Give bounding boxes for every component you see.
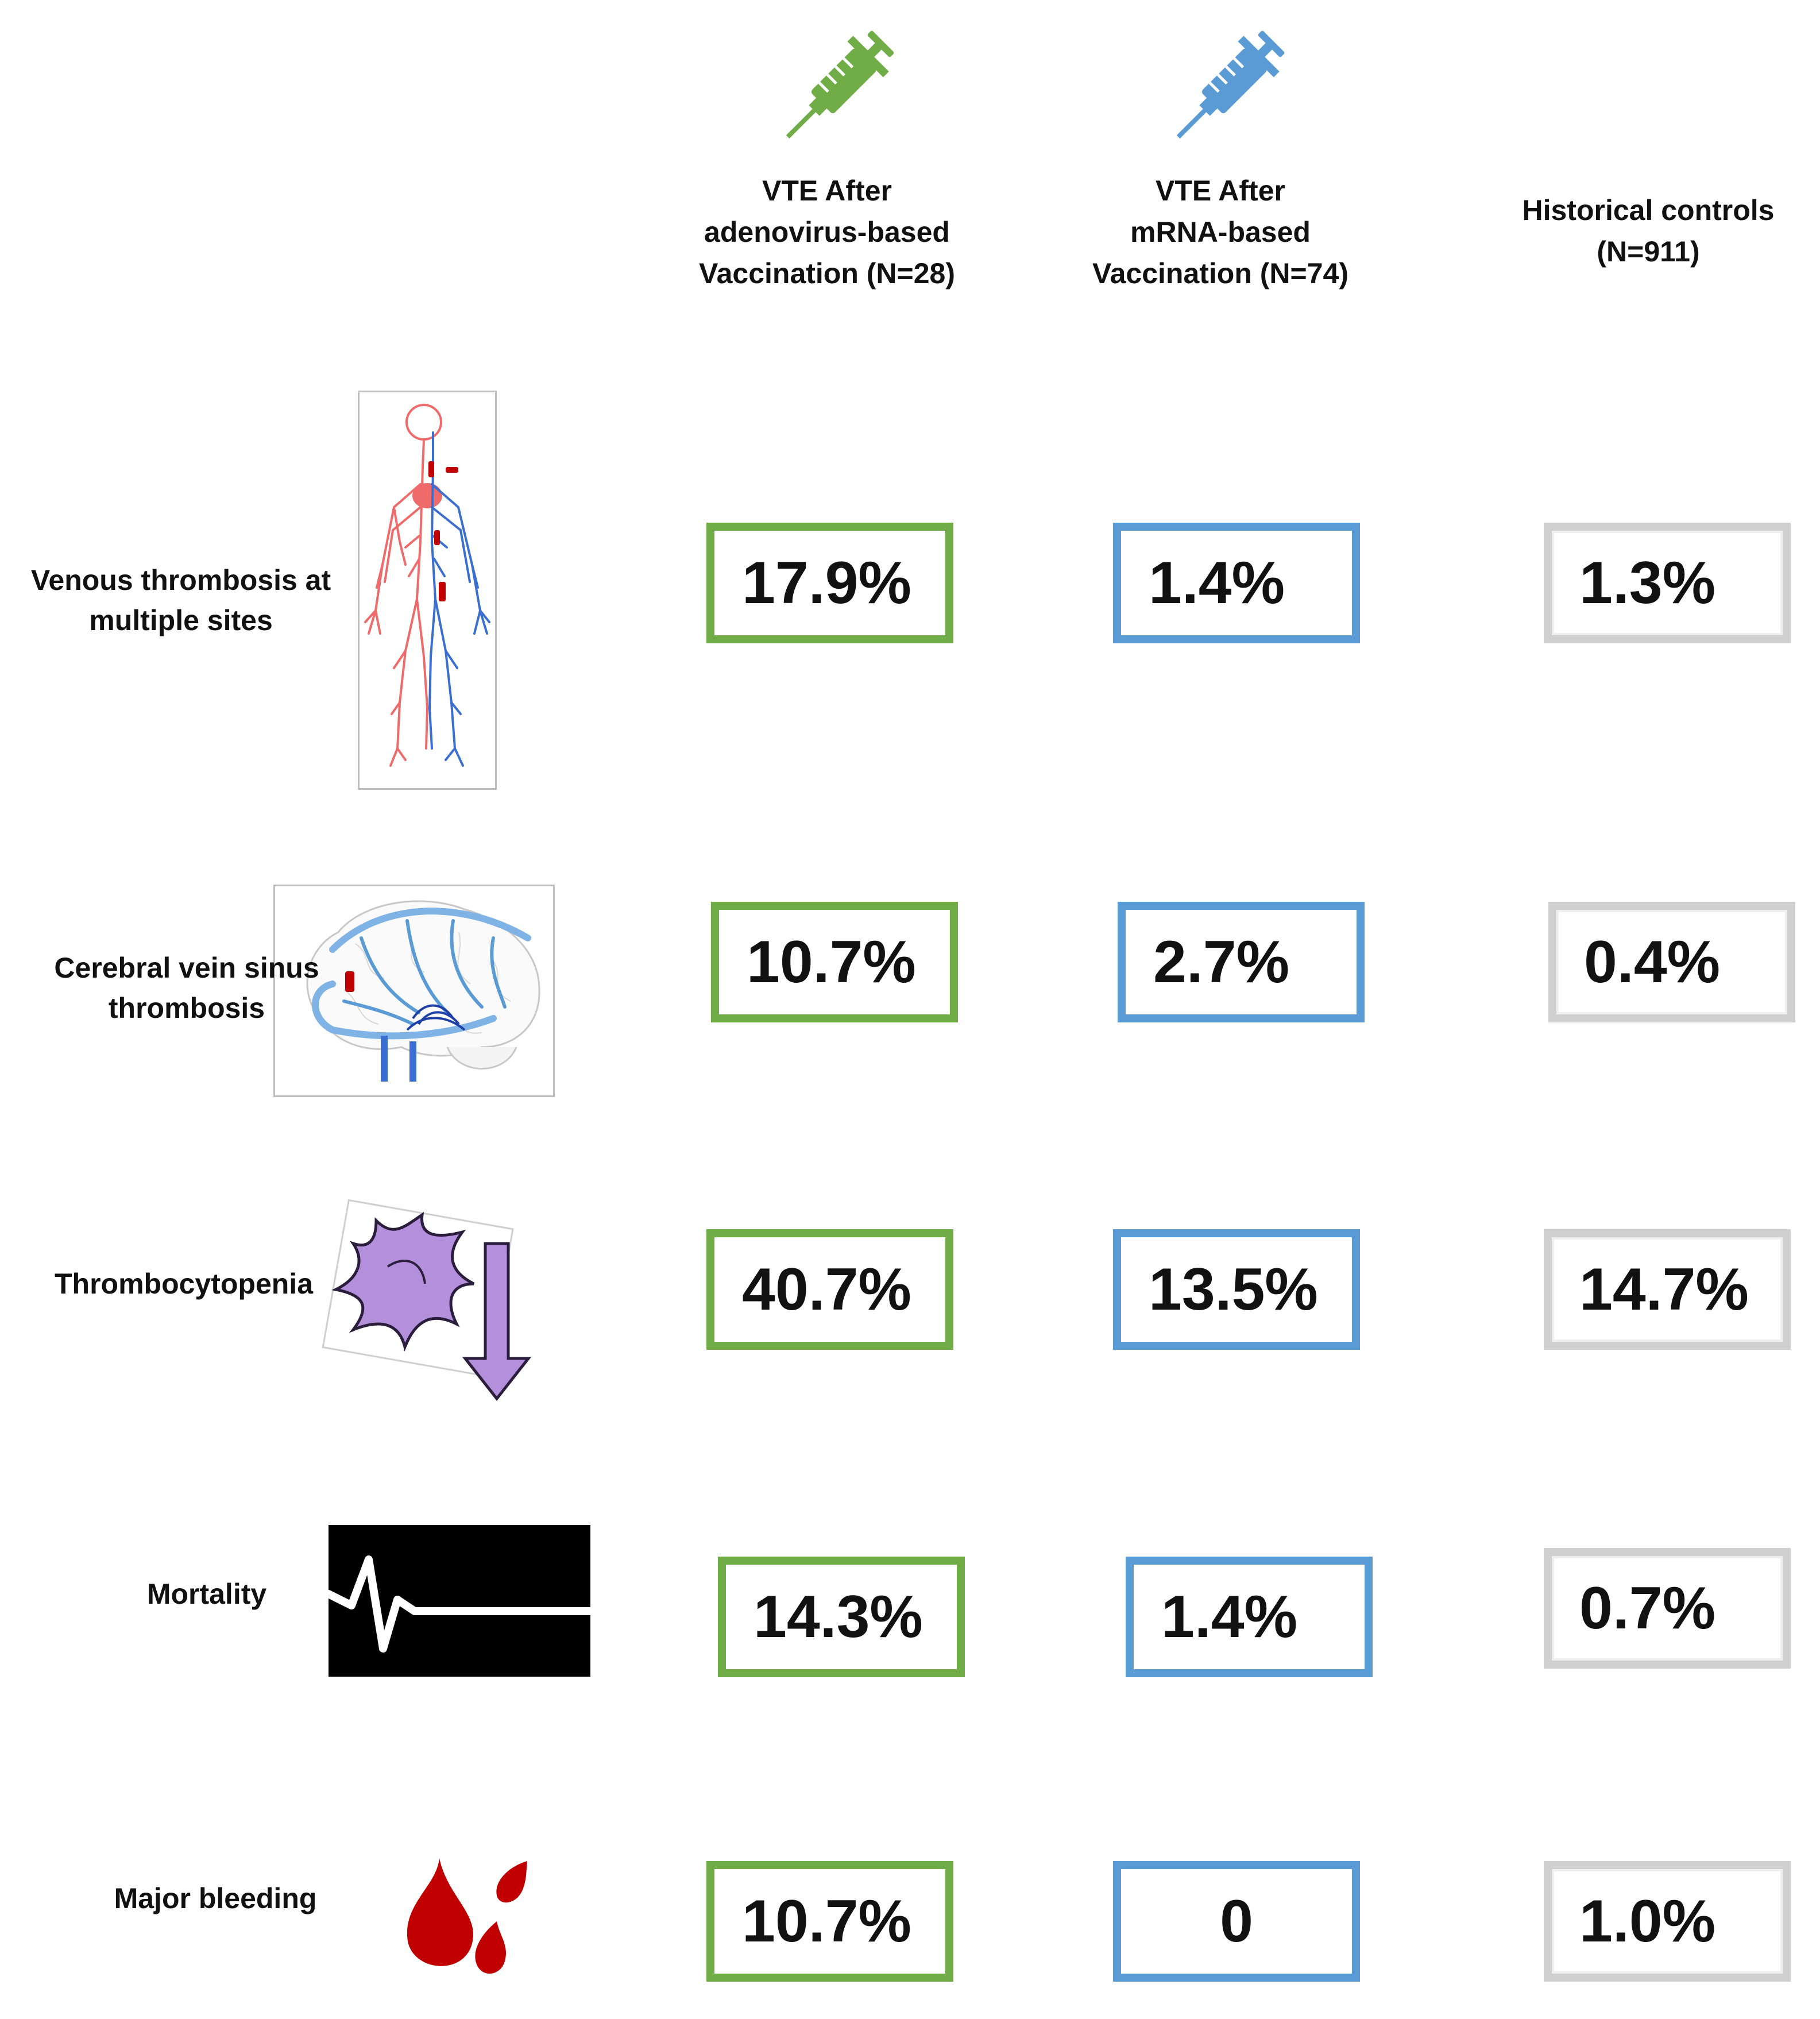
row-label-line: Thrombocytopenia bbox=[54, 1268, 314, 1300]
column-header-line: (N=911) bbox=[1597, 236, 1700, 268]
value-box-mortality-historical: 0.7% bbox=[1544, 1548, 1791, 1669]
venous-system-icon bbox=[358, 391, 497, 790]
value-box-cerebral-mrna: 2.7% bbox=[1118, 902, 1365, 1022]
column-header-adenovirus: VTE After adenovirus-based Vaccination (… bbox=[655, 170, 999, 294]
value-box-thrombocytopenia-adenovirus: 40.7% bbox=[706, 1229, 953, 1350]
value-box-bleeding-historical: 1.0% bbox=[1544, 1861, 1791, 1982]
value-box-cerebral-adenovirus: 10.7% bbox=[711, 902, 958, 1022]
adenovirus-syringe-icon bbox=[786, 30, 894, 139]
column-header-line: mRNA-based bbox=[1130, 216, 1311, 248]
row-label-line: Venous thrombosis at bbox=[30, 564, 331, 596]
column-header-line: adenovirus-based bbox=[704, 216, 950, 248]
brain-veins-drawing bbox=[306, 900, 540, 1082]
row-label-major-bleeding: Major bleeding bbox=[86, 1878, 345, 1918]
ecg-flatline-icon bbox=[329, 1525, 590, 1677]
row-label-line: Major bleeding bbox=[114, 1882, 317, 1914]
row-label-venous-thrombosis: Venous thrombosis at multiple sites bbox=[11, 560, 350, 640]
column-header-line: VTE After bbox=[762, 175, 892, 207]
blood-drops-icon bbox=[407, 1858, 527, 1974]
value-box-venous-historical: 1.3% bbox=[1544, 523, 1791, 643]
column-header-line: Vaccination (N=28) bbox=[699, 257, 955, 289]
platelet-down-arrow-icon bbox=[322, 1199, 532, 1402]
column-header-line: VTE After bbox=[1156, 175, 1285, 207]
row-label-mortality: Mortality bbox=[109, 1574, 304, 1614]
row-label-thrombocytopenia: Thrombocytopenia bbox=[46, 1264, 322, 1304]
value-box-thrombocytopenia-historical: 14.7% bbox=[1544, 1229, 1791, 1350]
row-label-line: multiple sites bbox=[89, 604, 273, 636]
value-box-bleeding-mrna: 0 bbox=[1113, 1861, 1360, 1982]
value-box-mortality-adenovirus: 14.3% bbox=[718, 1557, 965, 1677]
row-label-cerebral-vein-sinus: Cerebral vein sinus thrombosis bbox=[23, 948, 350, 1028]
row-label-line: Mortality bbox=[146, 1578, 267, 1610]
column-header-mrna: VTE After mRNA-based Vaccination (N=74) bbox=[1048, 170, 1393, 294]
value-box-mortality-mrna: 1.4% bbox=[1126, 1557, 1373, 1677]
value-box-thrombocytopenia-mrna: 13.5% bbox=[1113, 1229, 1360, 1350]
column-header-line: Vaccination (N=74) bbox=[1092, 257, 1348, 289]
row-label-line: thrombosis bbox=[108, 992, 265, 1024]
mrna-syringe-icon bbox=[1176, 30, 1285, 139]
venous-system-drawing bbox=[364, 404, 490, 767]
value-box-bleeding-adenovirus: 10.7% bbox=[706, 1861, 953, 1982]
value-box-venous-mrna: 1.4% bbox=[1113, 523, 1360, 643]
column-header-line: Historical controls bbox=[1522, 194, 1775, 226]
value-box-cerebral-historical: 0.4% bbox=[1548, 902, 1795, 1022]
column-header-historical: Historical controls (N=911) bbox=[1476, 190, 1820, 272]
brain-veins-icon bbox=[273, 885, 555, 1097]
value-box-venous-adenovirus: 17.9% bbox=[706, 523, 953, 643]
row-label-line: Cerebral vein sinus bbox=[54, 952, 319, 984]
